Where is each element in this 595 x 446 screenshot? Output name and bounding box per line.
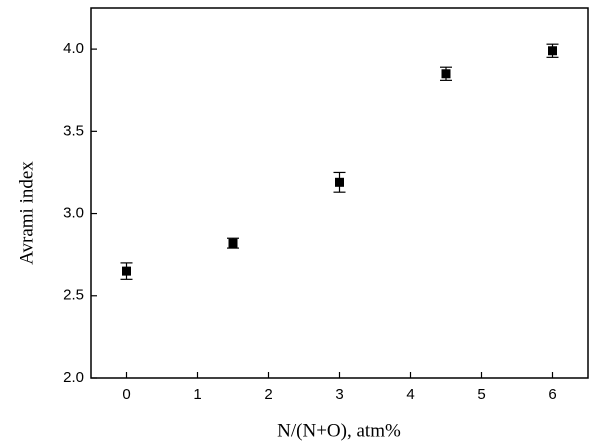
x-tick-label: 4 xyxy=(406,386,414,403)
y-tick-label: 3.5 xyxy=(63,122,84,139)
x-tick-label: 1 xyxy=(193,386,201,403)
point xyxy=(548,46,557,56)
y-tick-label: 3.0 xyxy=(63,205,84,222)
point xyxy=(122,266,131,276)
point xyxy=(228,238,238,248)
y-tick-label: 2.5 xyxy=(63,287,84,304)
x-tick-label: 6 xyxy=(548,386,556,403)
plot-frame xyxy=(90,7,589,379)
x-tick-label: 3 xyxy=(335,386,343,403)
x-axis-title: N/(N+O), atm% xyxy=(277,420,401,441)
x-tick-label: 0 xyxy=(122,386,130,403)
x-tick-label: 2 xyxy=(264,386,272,403)
point xyxy=(441,69,451,79)
x-tick-label: 5 xyxy=(477,386,485,403)
y-tick-label: 2.0 xyxy=(63,369,84,386)
point xyxy=(335,177,344,187)
y-axis-title: Avrami index xyxy=(16,161,37,265)
y-tick-label: 4.0 xyxy=(63,40,84,57)
